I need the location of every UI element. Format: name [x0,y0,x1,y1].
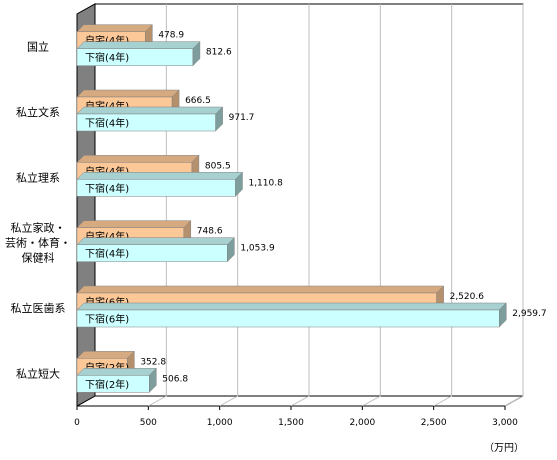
category-label: 私立医歯系 [11,301,66,315]
bar-top-face [76,172,244,180]
grid-line [148,4,167,407]
bar-end-face [192,41,201,67]
bar-top-face [76,106,224,115]
bar-top-face [76,351,135,359]
value-label: 506.8 [162,374,188,384]
bar-label: 下宿(6年) [85,313,129,326]
x-tick-label: 1,000 [207,418,233,428]
bar-end-face [235,171,243,197]
grid-line [219,4,239,407]
bar-top-face [76,237,235,245]
bar-top-face [76,220,192,228]
value-label: 1,110.8 [248,178,283,188]
x-tick-label: 500 [140,418,157,428]
bar-top-face [76,302,507,311]
bar-end-face [227,237,235,263]
x-tick-label: 3,000 [492,418,518,428]
bar-label: 下宿(4年) [85,247,129,260]
bar-end-face [215,106,223,132]
value-label: 352.8 [140,357,166,367]
grid-line [433,4,453,407]
bar-top-face [76,41,201,49]
category-label: 国立 [27,40,49,54]
x-axis-ticks: 0 500 1,000 1,500 2,000 2,500 3,000 [74,406,518,428]
x-tick-label: 0 [74,418,80,428]
bar-top-face [76,368,157,376]
category-label: 私立短大 [16,366,60,380]
value-label: 812.6 [206,48,232,58]
bar-label: 下宿(4年) [85,51,129,64]
category-label: 芸術・体育・ [5,236,71,250]
grid-lines [148,4,524,407]
bar-top-face [76,24,153,32]
value-label: 748.6 [197,227,223,237]
x-tick-label: 1,500 [278,418,304,428]
bars: 自宅(4年)478.9下宿(4年)812.6自宅(4年)666.5下宿(4年)9… [76,24,547,393]
grid-line [290,4,310,407]
bar-top-face [76,155,200,163]
bar-end-face [149,367,157,393]
value-label: 971.7 [229,113,255,123]
bar-end-face [499,302,507,328]
value-label: 2,959.7 [512,309,546,319]
value-label: 805.5 [205,161,231,171]
bar-top-face [76,89,180,98]
category-label: 保健科 [22,251,55,265]
bar-label: 下宿(2年) [85,378,129,391]
bar-label: 下宿(4年) [85,117,129,130]
category-label: 私立家政・ [11,221,66,235]
unit-label: （万円） [484,442,524,454]
x-tick-label: 2,500 [421,418,447,428]
grid-line [504,4,524,407]
value-label: 478.9 [158,31,184,41]
value-label: 666.5 [185,96,211,106]
bar-label: 下宿(4年) [85,182,129,195]
value-label: 1,053.9 [240,244,275,254]
bar-top-face [76,285,445,294]
grid-line [362,4,381,407]
value-label: 2,520.6 [450,292,485,302]
category-label: 私立文系 [16,105,60,119]
bar [76,309,500,328]
category-label: 私立理系 [16,170,60,184]
x-tick-label: 2,000 [349,418,375,428]
